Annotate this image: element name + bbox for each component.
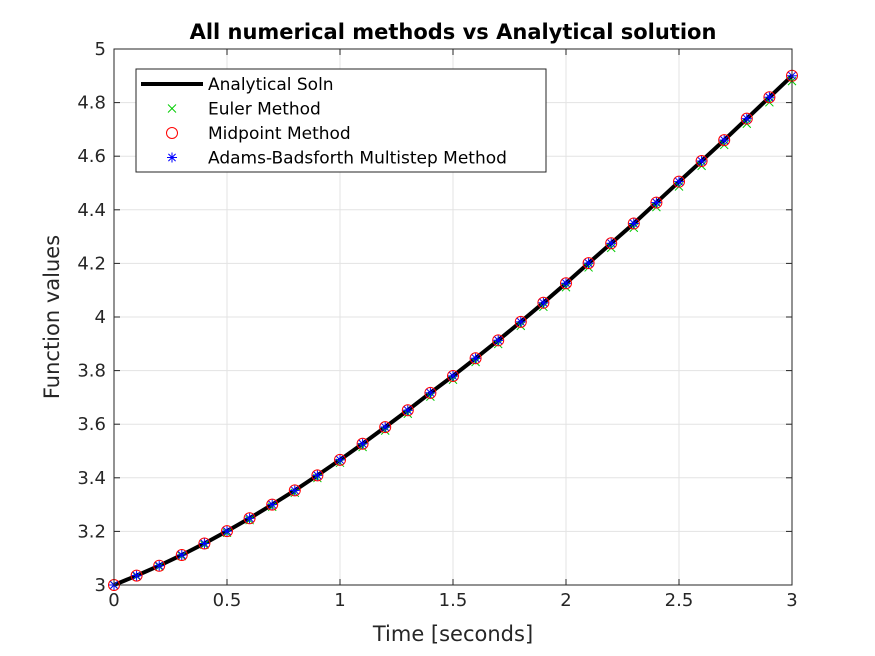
series-layer xyxy=(108,69,798,591)
circle-point xyxy=(740,112,753,125)
star-point xyxy=(425,387,436,398)
star-point xyxy=(561,278,571,289)
y-tick-label: 4.6 xyxy=(77,146,106,167)
x-tick-label: 3 xyxy=(786,590,797,611)
circle-point xyxy=(537,296,550,309)
circle-point xyxy=(221,525,233,538)
y-tick-label: 4.2 xyxy=(77,253,106,274)
star-point xyxy=(335,454,345,465)
y-tick-label: 4 xyxy=(95,307,106,328)
legend-entry: Adams-Badsforth Multistep Method xyxy=(167,149,507,169)
star-point xyxy=(154,560,165,571)
x-tick-label: 1.5 xyxy=(439,590,468,611)
circle-point xyxy=(469,352,482,365)
circle-point xyxy=(379,421,392,434)
circle-point xyxy=(198,537,211,550)
star-point xyxy=(312,470,323,481)
circle-point xyxy=(695,155,708,168)
series-3 xyxy=(108,69,798,591)
star-point xyxy=(131,570,142,581)
y-tick-label: 5 xyxy=(95,39,106,60)
star-point xyxy=(674,176,684,187)
star-point xyxy=(357,438,368,449)
legend-marker-swatch xyxy=(167,152,177,163)
circle-point xyxy=(153,559,166,572)
plot-frame xyxy=(113,48,793,586)
x-tick-label: 1 xyxy=(334,590,345,611)
legend-entry: Euler Method xyxy=(167,100,321,120)
star-point xyxy=(402,405,413,416)
circle-point xyxy=(266,498,279,511)
star-point xyxy=(493,335,504,346)
star-point xyxy=(741,113,752,124)
circle-point xyxy=(560,277,572,290)
circle-point xyxy=(334,453,346,466)
circle-point xyxy=(175,548,188,561)
x-axis-label: Time [seconds] xyxy=(372,622,533,646)
circle-point xyxy=(356,437,369,450)
y-tick-label: 3 xyxy=(95,575,106,596)
star-point xyxy=(696,156,707,167)
circle-point xyxy=(447,369,459,382)
y-tick-label: 3.8 xyxy=(77,361,106,382)
legend-entry: Midpoint Method xyxy=(166,124,351,144)
circle-point xyxy=(514,315,527,328)
star-point xyxy=(244,513,255,524)
circle-point xyxy=(401,404,414,417)
star-point xyxy=(628,218,639,229)
y-tick-label: 3.2 xyxy=(77,521,106,542)
legend-label: Midpoint Method xyxy=(208,124,351,144)
x-tick-label: 0.5 xyxy=(213,590,242,611)
circle-point xyxy=(605,237,618,250)
star-point xyxy=(764,92,775,103)
star-point xyxy=(222,526,232,537)
circle-point xyxy=(718,134,731,147)
y-axis-label: Function values xyxy=(40,235,64,399)
legend-entry: Analytical Soln xyxy=(141,75,334,95)
star-point xyxy=(606,238,617,249)
circle-point xyxy=(673,175,685,188)
legend-label: Adams-Badsforth Multistep Method xyxy=(208,149,507,169)
x-tick-label: 2.5 xyxy=(665,590,694,611)
star-point xyxy=(719,135,730,146)
star-point xyxy=(267,499,278,510)
legend-label: Euler Method xyxy=(208,100,321,120)
circle-point xyxy=(627,217,640,230)
y-tick-label: 4.4 xyxy=(77,200,106,221)
legend: Analytical Soln Euler Method Midpoint Meth… xyxy=(135,68,547,173)
legend-box xyxy=(135,68,547,173)
star-point xyxy=(515,316,526,327)
circle-point xyxy=(650,196,663,209)
circle-point xyxy=(311,469,324,482)
circle-point xyxy=(424,386,437,399)
star-point xyxy=(199,538,210,549)
circle-point xyxy=(582,257,595,270)
circle-point xyxy=(130,569,143,582)
x-tick-label: 0 xyxy=(108,590,119,611)
star-point xyxy=(583,258,594,269)
legend-label: Analytical Soln xyxy=(208,75,334,95)
circle-point xyxy=(763,91,776,104)
star-point xyxy=(470,353,481,364)
star-point xyxy=(448,370,458,381)
axis-ticks: 0 0.5 1 1.5 2 2.5 3 3 3.2 3.4 3.6 3.8 4 4.2 4.4 4.6 4.8 5 xyxy=(77,39,797,611)
star-point xyxy=(538,297,549,308)
legend-marker-swatch xyxy=(167,104,177,113)
y-tick-label: 3.6 xyxy=(77,414,106,435)
series-4 xyxy=(109,70,797,590)
star-point xyxy=(380,422,391,433)
star-point xyxy=(651,197,662,208)
circle-point xyxy=(288,484,301,497)
chart-title: All numerical methods vs Analytical solu… xyxy=(190,20,717,44)
y-tick-label: 4.8 xyxy=(77,93,106,114)
circle-point xyxy=(243,512,256,525)
star-point xyxy=(176,549,187,560)
x-tick-label: 2 xyxy=(560,590,571,611)
circle-point xyxy=(492,334,505,347)
star-point xyxy=(289,485,300,496)
legend-marker-swatch xyxy=(166,127,178,139)
y-tick-label: 3.4 xyxy=(77,468,106,489)
